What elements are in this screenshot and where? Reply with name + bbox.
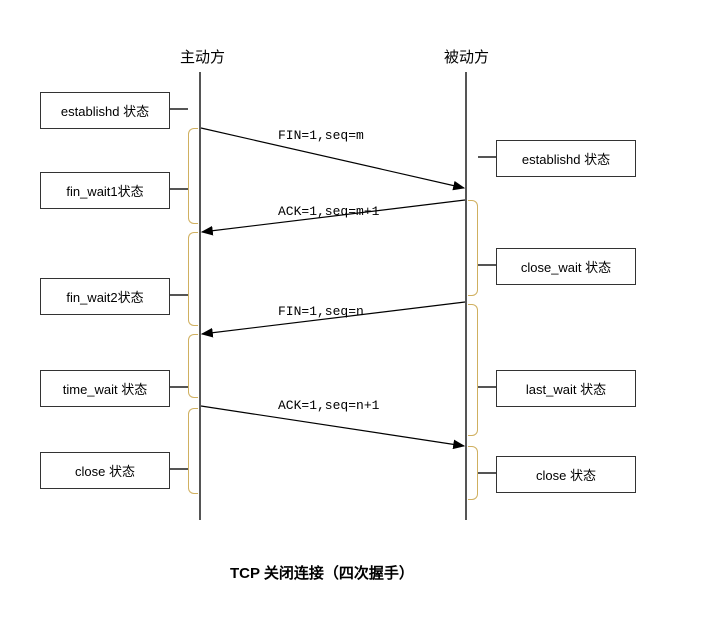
lifeline-active xyxy=(199,72,201,520)
participant-active-label: 主动方 xyxy=(180,46,225,67)
tick-left-2 xyxy=(170,294,188,296)
brace-right-1 xyxy=(468,304,478,436)
state-left-timewait: time_wait 状态 xyxy=(40,370,170,407)
state-right-established: establishd 状态 xyxy=(496,140,636,177)
msg-label-1: ACK=1,seq=m+1 xyxy=(278,204,379,219)
tick-right-2 xyxy=(478,386,496,388)
state-left-finwait2: fin_wait2状态 xyxy=(40,278,170,315)
tick-left-1 xyxy=(170,188,188,190)
tick-left-0 xyxy=(170,108,188,110)
lifeline-passive xyxy=(465,72,467,520)
brace-right-2 xyxy=(468,446,478,500)
brace-right-0 xyxy=(468,200,478,296)
msg-label-0: FIN=1,seq=m xyxy=(278,128,364,143)
state-left-close: close 状态 xyxy=(40,452,170,489)
brace-left-0 xyxy=(188,128,198,224)
state-right-lastwait: last_wait 状态 xyxy=(496,370,636,407)
brace-left-3 xyxy=(188,408,198,494)
diagram-title: TCP 关闭连接（四次握手） xyxy=(230,562,414,583)
tick-left-4 xyxy=(170,468,188,470)
participant-passive-label: 被动方 xyxy=(444,46,489,67)
brace-left-1 xyxy=(188,232,198,326)
msg-label-2: FIN=1,seq=n xyxy=(278,304,364,319)
state-right-close: close 状态 xyxy=(496,456,636,493)
brace-left-2 xyxy=(188,334,198,398)
tick-right-0 xyxy=(478,156,496,158)
state-left-established: establishd 状态 xyxy=(40,92,170,129)
state-right-closewait: close_wait 状态 xyxy=(496,248,636,285)
state-left-finwait1: fin_wait1状态 xyxy=(40,172,170,209)
tick-right-3 xyxy=(478,472,496,474)
tick-left-3 xyxy=(170,386,188,388)
tick-right-1 xyxy=(478,264,496,266)
msg-label-3: ACK=1,seq=n+1 xyxy=(278,398,379,413)
